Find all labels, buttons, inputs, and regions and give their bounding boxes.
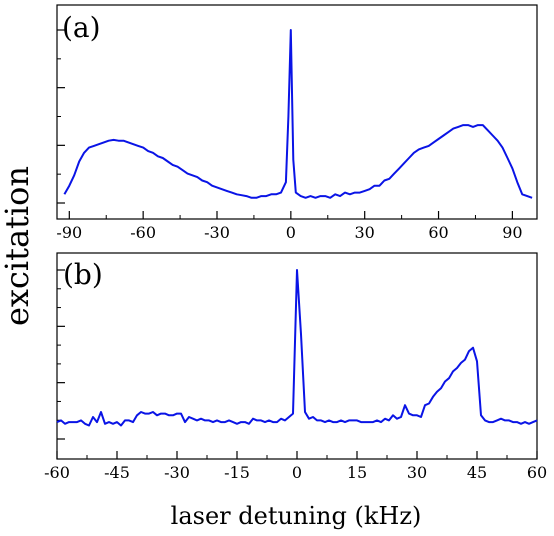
panel-a-frame	[56, 4, 538, 220]
panel-b-x-tick-label: 15	[347, 463, 367, 482]
x-axis-label: laser detuning (kHz)	[171, 502, 422, 530]
panel-b-series-line	[56, 269, 538, 427]
panel-a-x-tick-label: -30	[204, 223, 230, 242]
panel-b-x-tick-label: 0	[292, 463, 302, 482]
panel-b-ticks: -60 -45 -30 -15 0 15 30 45 60	[44, 269, 547, 482]
panel-b-x-tick-label: 45	[467, 463, 487, 482]
y-axis-label: excitation	[0, 166, 36, 326]
panel-a-x-tick-label: -60	[130, 223, 156, 242]
panel-a-x-tick-label: 60	[428, 223, 448, 242]
panel-a: -90 -60 -30 0 30 60 90 (a)	[56, 4, 538, 242]
panel-b: -60 -45 -30 -15 0 15 30 45 60 (b)	[44, 252, 547, 482]
panel-b-x-tick-label: -30	[164, 463, 190, 482]
panel-a-label: (a)	[62, 11, 101, 44]
panel-a-x-tick-label: 30	[355, 223, 375, 242]
panel-b-x-tick-label: 30	[407, 463, 427, 482]
panel-a-x-tick-label: 0	[286, 223, 296, 242]
panel-b-data	[56, 269, 538, 427]
panel-a-x-tick-label: -90	[56, 223, 82, 242]
panel-a-data	[63, 29, 533, 199]
panel-a-x-tick-label: 90	[502, 223, 522, 242]
panel-b-x-tick-label: 60	[527, 463, 547, 482]
panel-b-x-tick-label: -15	[224, 463, 250, 482]
panel-b-x-tick-label: -60	[44, 463, 70, 482]
panel-b-label: (b)	[63, 258, 103, 291]
panel-b-x-tick-label: -45	[104, 463, 130, 482]
panel-a-ticks: -90 -60 -30 0 30 60 90	[56, 29, 523, 242]
panel-a-series-line	[63, 29, 533, 199]
